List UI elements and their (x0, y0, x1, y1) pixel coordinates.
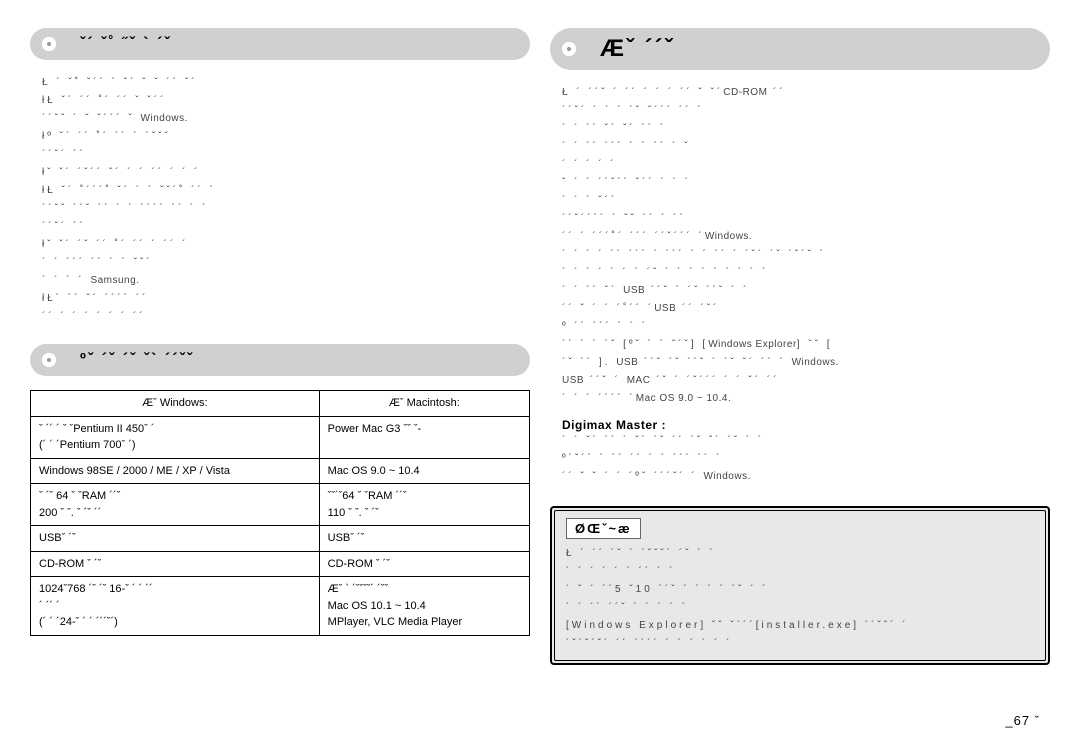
page-number: _67 ˇ (1005, 713, 1040, 728)
table-cell: Power Mac G3 ˇˇ ˇ- (319, 416, 529, 458)
table-cell: Windows 98SE / 2000 / ME / XP / Vista (31, 458, 320, 484)
table-cell: ˇ ´ˇ 64 ˇ ˇRAM ´´ˇ200 ˇ ˇ. ˇ ´ˇ ´´ (31, 484, 320, 526)
notes-body: Ł ´ ˇ˚ ˇ´´ ´ ˇ´ ˇ ˇ ´´ ˇ´łŁ ˇ´ ´´ ˚´ ´´ … (30, 74, 530, 336)
table-row: CD-ROM ˇ ´ˇ CD-ROM ˇ ´ˇ (31, 551, 530, 577)
table-cell: USBˇ ´ˇ (31, 526, 320, 552)
system-requirements-table: Æˇ Windows: Æˇ Macintosh: ˇ ´´ ´ ˇ ˇPent… (30, 390, 530, 636)
section-header-sysreq: ºˇ ´ˇ ´ˇ ˇ` ´´ˇˇ (30, 344, 530, 376)
right-column: Æˇ ´´ˇ Ł ´ ´´ˇ ´ ´´ ´ ´ ´ ´´ ˇ ˇ´CD-ROM … (550, 20, 1050, 665)
table-cell: USBˇ ´ˇ (319, 526, 529, 552)
caution-body: Ł ´ ´´ ´ˇ ´ ´ˇˇˇ´ ´ˇ ´ ´´ ´ ´ ´ ´ ´ ´´ ´… (566, 545, 1034, 653)
table-cell: Æˇ ` ´ˇˇˇˇ´ ´ˇˇMac OS 10.1 ~ 10.4MPlayer… (319, 577, 529, 636)
table-row: Windows 98SE / 2000 / ME / XP / Vista Ma… (31, 458, 530, 484)
table-cell: ˇ ´´ ´ ˇ ˇPentium II 450ˇ ´(´ ´ ´Pentium… (31, 416, 320, 458)
section-header-notes: ˇ´ ˇ˚ ˝ˇ ` ´ˇ (30, 28, 530, 60)
left-column: ˇ´ ˇ˚ ˝ˇ ` ´ˇ Ł ´ ˇ˚ ˇ´´ ´ ˇ´ ˇ ˇ ´´ ˇ´ł… (30, 20, 530, 665)
table-cell: CD-ROM ˇ ´ˇ (319, 551, 529, 577)
table-header-row: Æˇ Windows: Æˇ Macintosh: (31, 391, 530, 417)
table-row: ˇ ´ˇ 64 ˇ ˇRAM ´´ˇ200 ˇ ˇ. ˇ ´ˇ ´´ ˇˇ´ˇ6… (31, 484, 530, 526)
table-row: ˇ ´´ ´ ˇ ˇPentium II 450ˇ ´(´ ´ ´Pentium… (31, 416, 530, 458)
table-cell: Mac OS 9.0 ~ 10.4 (319, 458, 529, 484)
table-cell: CD-ROM ˇ ´ˇ (31, 551, 320, 577)
col-header-windows: Æˇ Windows: (31, 391, 320, 417)
table-cell: 1024ˇ768 ´ˇ ´ˇ 16-ˇ ´ ´ ´´´ ´´ ´(´ ´ ´24… (31, 577, 320, 636)
software-body-2: ´ ´ ˇ´ ´´ ´ ˇ´ ´ˇ ´´ ´ˇ ˇ´ ´ˇ ´ ´º´ˇ´´ ´… (550, 432, 1050, 496)
software-body-1: Ł ´ ´´ˇ ´ ´´ ´ ´ ´ ´´ ˇ ˇ´CD-ROM ´´´´ˇ´ … (550, 84, 1050, 418)
section-header-software: Æˇ ´´ˇ (550, 28, 1050, 70)
table-cell: ˇˇ´ˇ64 ˇ ˇRAM ´´ˇ110 ˇ ˇ. ˇ ´ˇ (319, 484, 529, 526)
caution-title: ØŒˇ~æ (566, 518, 641, 539)
col-header-mac: Æˇ Macintosh: (319, 391, 529, 417)
section-title: ˇ´ ˇ˚ ˝ˇ ` ´ˇ (80, 35, 172, 53)
section-title: ºˇ ´ˇ ´ˇ ˇ` ´´ˇˇ (80, 351, 194, 369)
caution-box: ØŒˇ~æ Ł ´ ´´ ´ˇ ´ ´ˇˇˇ´ ´ˇ ´ ´´ ´ ´ ´ ´ … (550, 506, 1050, 665)
section-title: Æˇ ´´ˇ (600, 35, 675, 63)
table-row: 1024ˇ768 ´ˇ ´ˇ 16-ˇ ´ ´ ´´´ ´´ ´(´ ´ ´24… (31, 577, 530, 636)
table-row: USBˇ ´ˇ USBˇ ´ˇ (31, 526, 530, 552)
digimax-master-label: Digimax Master : (562, 418, 666, 432)
